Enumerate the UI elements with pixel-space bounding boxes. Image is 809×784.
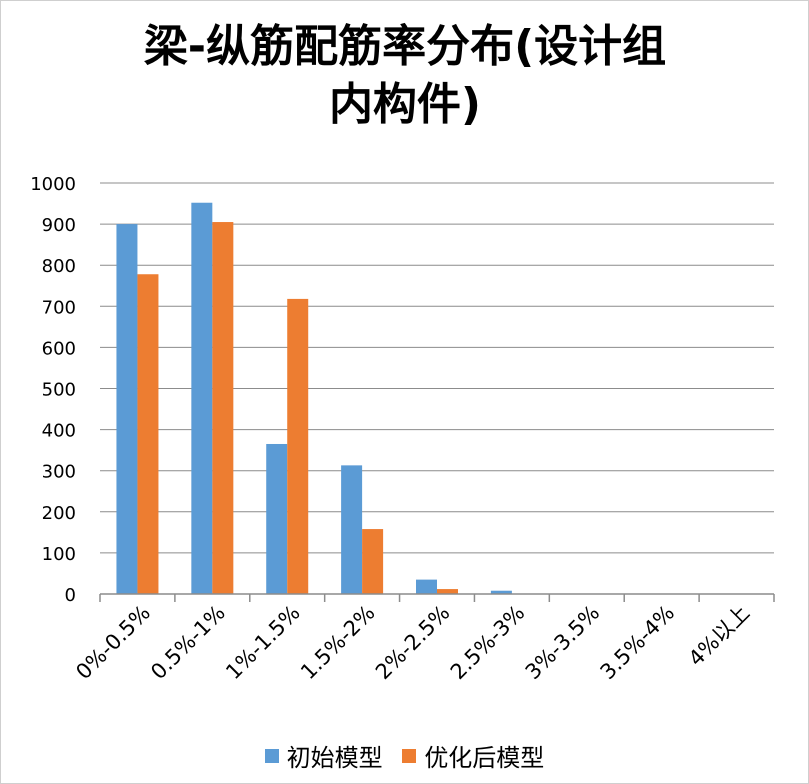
x-tick-label-3: 1.5%-2% [296, 601, 380, 685]
x-tick-labels: 0%-0.5%0.5%-1%1%-1.5%1.5%-2%2%-2.5%2.5%-… [71, 601, 754, 685]
legend-label-series-2: 优化后模型 [424, 744, 545, 772]
x-tick-label-4: 2%-2.5% [371, 601, 455, 685]
chart-title-line2: 内构件) [328, 79, 482, 130]
bar-series-2-0 [137, 274, 159, 594]
legend-swatch-series-1 [264, 748, 279, 763]
bar-series-2-4 [437, 589, 458, 594]
x-tick-label-2: 1%-1.5% [221, 601, 305, 685]
legend-item-series-2: 优化后模型 [402, 738, 544, 773]
bar-series-1-0 [116, 224, 138, 594]
x-tick-label-7: 3.5%-4% [596, 601, 680, 685]
y-tick-label-9: 900 [42, 215, 76, 236]
bars [116, 202, 512, 595]
axes [99, 593, 775, 602]
bar-series-2-2 [287, 298, 309, 594]
bar-series-1-5 [490, 590, 512, 594]
y-tick-label-8: 800 [42, 256, 76, 277]
x-tick-label-8: 4%以上 [684, 601, 754, 671]
chart-title: 梁-纵筋配筋率分布(设计组 内构件) [60, 18, 750, 134]
bar-series-1-4 [416, 579, 437, 594]
bar-series-2-1 [212, 222, 234, 595]
chart-title-line1: 梁-纵筋配筋率分布(设计组 [143, 21, 667, 72]
x-tick-label-6: 3%-3.5% [521, 601, 605, 685]
bar-series-1-1 [191, 202, 213, 594]
y-tick-labels: 0 100 200 300 400 500 600 700 800 900 1000 [30, 174, 76, 606]
x-tick-label-5: 2.5%-3% [446, 601, 530, 685]
legend-item-series-1: 初始模型 [264, 738, 383, 773]
legend: 初始模型 优化后模型 [0, 738, 809, 773]
y-tick-label-3: 300 [42, 462, 76, 483]
bar-series-1-3 [341, 465, 363, 594]
bar-chart: 0 100 200 300 400 500 600 700 800 900 1000 0%-0.5%… [30, 174, 775, 685]
y-tick-label-7: 700 [42, 297, 76, 318]
y-tick-label-1: 100 [42, 544, 76, 565]
y-tick-label-10: 1000 [30, 174, 76, 195]
y-tick-label-6: 600 [42, 338, 76, 359]
y-tick-label-5: 500 [42, 380, 76, 401]
bar-series-2-3 [362, 529, 384, 594]
y-tick-label-4: 400 [42, 421, 76, 442]
legend-label-series-1: 初始模型 [286, 744, 383, 772]
x-tick-label-1: 0.5%-1% [146, 601, 230, 685]
x-tick-label-0: 0%-0.5% [71, 601, 155, 685]
bar-series-1-2 [266, 443, 288, 594]
y-tick-label-0: 0 [65, 585, 76, 606]
y-tick-label-2: 200 [42, 503, 76, 524]
legend-swatch-series-2 [402, 748, 417, 763]
